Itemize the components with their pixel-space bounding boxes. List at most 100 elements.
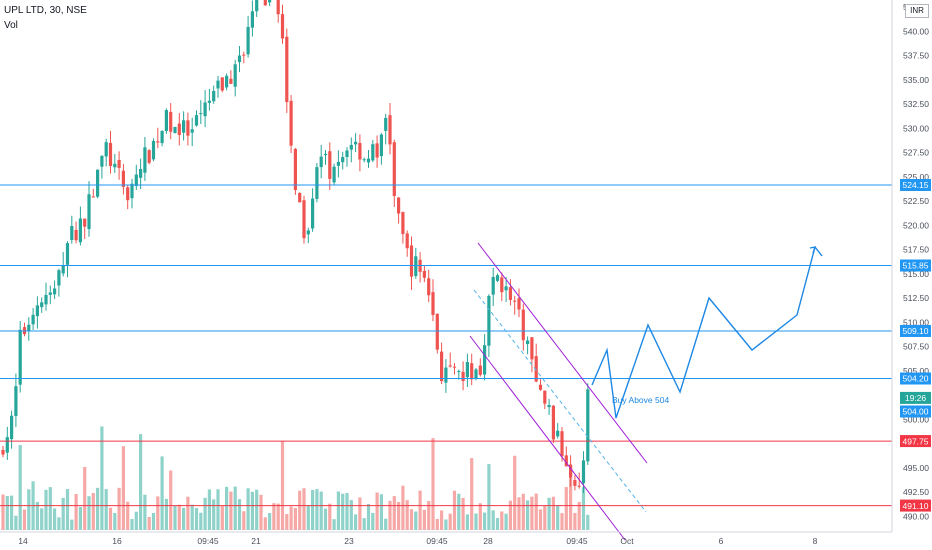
- candle-body: [414, 256, 418, 277]
- candle-body: [431, 292, 435, 315]
- candle-body: [448, 365, 452, 367]
- x-tick-label: 16: [112, 536, 122, 546]
- volume-bar: [117, 487, 121, 530]
- volume-bar: [27, 489, 31, 530]
- candle-body: [96, 169, 100, 197]
- candle-body: [225, 75, 229, 88]
- candle-body: [35, 305, 39, 317]
- volume-bar: [139, 434, 143, 530]
- volume-bar: [379, 494, 383, 530]
- volume-bar: [246, 488, 250, 530]
- candle-body: [495, 275, 500, 281]
- candle-body: [160, 131, 164, 144]
- candle-body: [306, 230, 310, 235]
- volume-bar: [397, 501, 401, 530]
- candle-body: [487, 295, 491, 346]
- volume-bar: [349, 500, 353, 530]
- candle-body: [242, 54, 246, 56]
- candle-body: [366, 158, 371, 163]
- volume-bar: [186, 496, 190, 530]
- volume-bar: [311, 489, 315, 530]
- volume-bar: [61, 497, 65, 530]
- volume-bar: [285, 514, 289, 530]
- candle-body: [336, 161, 340, 166]
- volume-indicator-label[interactable]: Vol: [4, 20, 18, 31]
- candle-body: [285, 36, 289, 103]
- candle-body: [405, 233, 409, 249]
- volume-bar: [259, 494, 263, 530]
- volume-bar: [474, 513, 478, 530]
- candle-body: [401, 212, 405, 234]
- candle-body: [392, 142, 396, 197]
- candle-body: [461, 371, 465, 382]
- candle-body: [586, 389, 590, 462]
- candle-body: [508, 287, 512, 300]
- y-tick-label: 505.00: [903, 366, 929, 376]
- y-tick-label: 495.00: [903, 463, 929, 473]
- volume-bar: [182, 507, 186, 530]
- volume-bar: [5, 496, 9, 530]
- volume-bar: [315, 489, 319, 530]
- candle-body: [302, 200, 306, 239]
- candle-body: [190, 129, 194, 133]
- candle-body: [268, 0, 272, 3]
- volume-bar: [358, 497, 362, 530]
- volume-bar: [147, 517, 151, 530]
- volume-bar: [293, 507, 297, 530]
- volume-bar: [521, 493, 525, 530]
- candle-body: [130, 183, 134, 199]
- volume-bar: [487, 464, 491, 530]
- candle-body: [379, 134, 383, 157]
- price-label: 524.15: [900, 178, 931, 191]
- candle-body: [31, 314, 35, 325]
- price-label-box: [900, 435, 931, 448]
- volume-bar: [78, 506, 82, 530]
- candle-body: [560, 431, 564, 457]
- volume-bar: [151, 512, 156, 530]
- volume-bar: [35, 501, 39, 530]
- volume-bar: [121, 446, 125, 530]
- candle-body: [409, 245, 414, 277]
- volume-bar: [564, 487, 568, 530]
- price-label: 19:26: [900, 391, 931, 404]
- volume-bar: [440, 510, 444, 530]
- volume-bar: [470, 458, 474, 530]
- volume-bar: [392, 496, 396, 530]
- volume-bar: [418, 490, 422, 530]
- volume-bar: [345, 492, 349, 530]
- volume-bar: [177, 504, 181, 530]
- y-tick-label: 510.00: [903, 317, 929, 327]
- volume-bar: [237, 499, 242, 530]
- volume-bar: [96, 487, 100, 530]
- candle-body: [78, 218, 82, 243]
- price-label-text: 491.10: [903, 501, 929, 511]
- projection-arrowhead-tail: [814, 246, 823, 257]
- projection-path: [591, 246, 816, 419]
- y-tick-label: 507.50: [903, 342, 929, 352]
- x-tick-label: 09:45: [426, 536, 448, 546]
- currency-badge[interactable]: INR: [905, 4, 929, 18]
- candle-body: [573, 480, 577, 486]
- volume-bar: [388, 500, 392, 530]
- volume-bar: [53, 508, 57, 530]
- price-label-box: [900, 499, 931, 512]
- volume-bar: [173, 505, 177, 530]
- volume-bar: [87, 496, 91, 530]
- candle-body: [53, 288, 57, 295]
- candle-body: [323, 153, 328, 156]
- candle-body: [27, 324, 31, 331]
- volume-bar: [44, 489, 48, 530]
- candle-body: [104, 142, 108, 157]
- volume-bar: [435, 519, 439, 530]
- candle-body: [444, 367, 448, 383]
- volume-bar: [427, 500, 431, 530]
- candle-body: [177, 123, 181, 136]
- volume-bar: [362, 518, 366, 530]
- y-tick-label: 500.00: [903, 414, 929, 424]
- volume-bar: [457, 493, 461, 530]
- candle-body: [203, 102, 207, 117]
- volume-bar: [276, 503, 280, 530]
- candle-body: [465, 362, 469, 378]
- y-tick-label: 492.50: [903, 487, 929, 497]
